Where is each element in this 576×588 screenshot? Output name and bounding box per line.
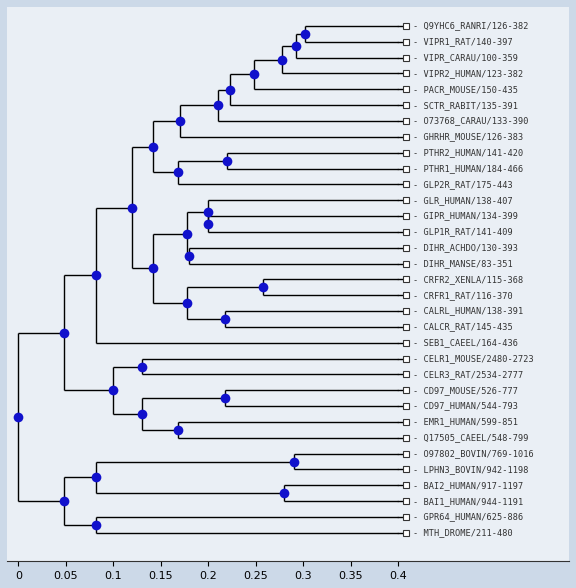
Text: - PTHR1_HUMAN/184-466: - PTHR1_HUMAN/184-466 [414, 164, 524, 173]
Text: - VIPR_CARAU/100-359: - VIPR_CARAU/100-359 [414, 53, 518, 62]
Text: - LPHN3_BOVIN/942-1198: - LPHN3_BOVIN/942-1198 [414, 465, 529, 474]
Text: - GLP2R_RAT/175-443: - GLP2R_RAT/175-443 [414, 180, 513, 189]
Text: - PTHR2_HUMAN/141-420: - PTHR2_HUMAN/141-420 [414, 148, 524, 157]
Text: - GIPR_HUMAN/134-399: - GIPR_HUMAN/134-399 [414, 212, 518, 220]
Text: - CD97_HUMAN/544-793: - CD97_HUMAN/544-793 [414, 402, 518, 410]
Text: - BAI2_HUMAN/917-1197: - BAI2_HUMAN/917-1197 [414, 481, 524, 490]
Text: - GLP1R_RAT/141-409: - GLP1R_RAT/141-409 [414, 228, 513, 236]
Text: - GPR64_HUMAN/625-886: - GPR64_HUMAN/625-886 [414, 513, 524, 522]
Text: - CALRL_HUMAN/138-391: - CALRL_HUMAN/138-391 [414, 306, 524, 316]
Text: - CRFR2_XENLA/115-368: - CRFR2_XENLA/115-368 [414, 275, 524, 284]
Text: - BAI1_HUMAN/944-1191: - BAI1_HUMAN/944-1191 [414, 497, 524, 506]
Text: - DIHR_MANSE/83-351: - DIHR_MANSE/83-351 [414, 259, 513, 268]
Text: - VIPR1_RAT/140-397: - VIPR1_RAT/140-397 [414, 37, 513, 46]
Text: - Q9YHC6_RANRI/126-382: - Q9YHC6_RANRI/126-382 [414, 21, 529, 31]
Text: - DIHR_ACHDO/130-393: - DIHR_ACHDO/130-393 [414, 243, 518, 252]
Text: - Q17505_CAEEL/548-799: - Q17505_CAEEL/548-799 [414, 433, 529, 442]
Text: - CD97_MOUSE/526-777: - CD97_MOUSE/526-777 [414, 386, 518, 395]
Text: - O97802_BOVIN/769-1016: - O97802_BOVIN/769-1016 [414, 449, 534, 458]
Text: - O73768_CARAU/133-390: - O73768_CARAU/133-390 [414, 116, 529, 125]
Text: - VIPR2_HUMAN/123-382: - VIPR2_HUMAN/123-382 [414, 69, 524, 78]
Text: - MTH_DROME/211-480: - MTH_DROME/211-480 [414, 529, 513, 537]
Text: - CELR1_MOUSE/2480-2723: - CELR1_MOUSE/2480-2723 [414, 354, 534, 363]
Text: - PACR_MOUSE/150-435: - PACR_MOUSE/150-435 [414, 85, 518, 94]
Text: - CRFR1_RAT/116-370: - CRFR1_RAT/116-370 [414, 290, 513, 300]
Text: - SCTR_RABIT/135-391: - SCTR_RABIT/135-391 [414, 101, 518, 109]
Text: - GLR_HUMAN/138-407: - GLR_HUMAN/138-407 [414, 196, 513, 205]
Text: - SEB1_CAEEL/164-436: - SEB1_CAEEL/164-436 [414, 338, 518, 348]
Text: - GHRHR_MOUSE/126-383: - GHRHR_MOUSE/126-383 [414, 132, 524, 141]
Text: - EMR1_HUMAN/599-851: - EMR1_HUMAN/599-851 [414, 417, 518, 426]
Text: - CALCR_RAT/145-435: - CALCR_RAT/145-435 [414, 322, 513, 332]
Text: - CELR3_RAT/2534-2777: - CELR3_RAT/2534-2777 [414, 370, 524, 379]
